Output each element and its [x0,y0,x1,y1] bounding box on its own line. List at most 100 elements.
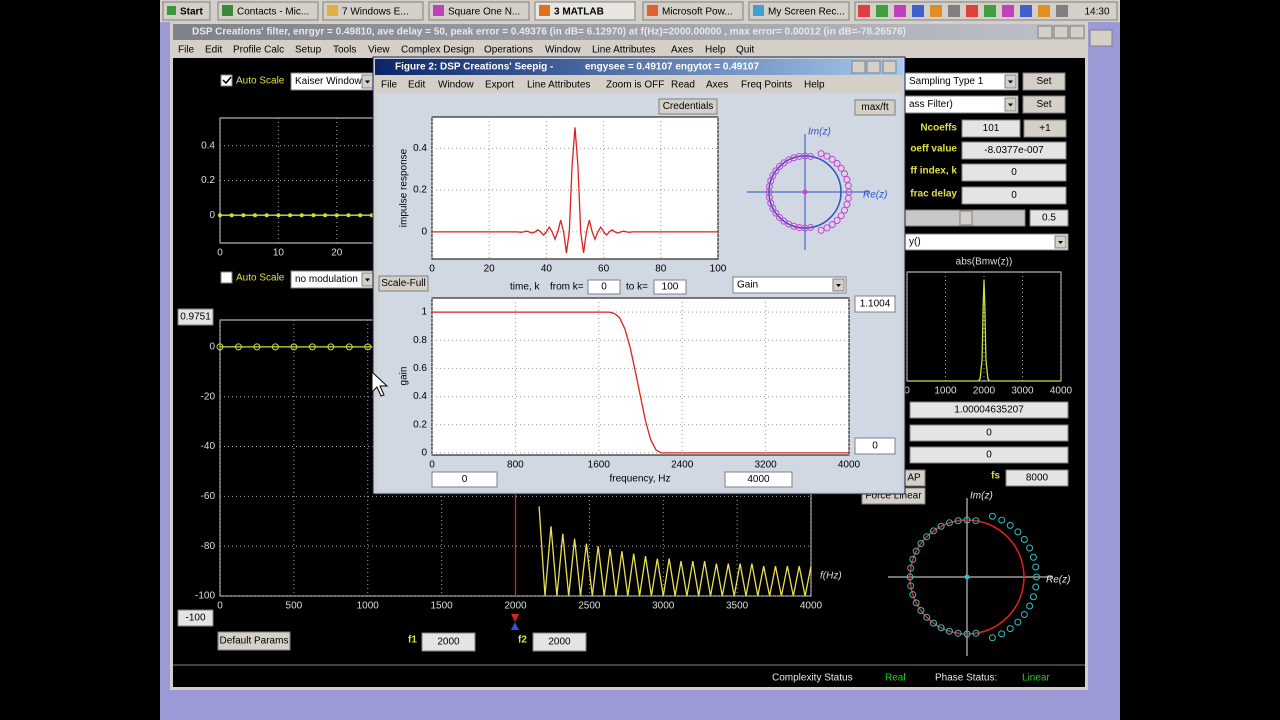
text-field[interactable] [177,308,214,326]
menu-item[interactable]: Line Attributes [592,45,655,56]
text-field[interactable] [961,186,1067,205]
text-field[interactable] [909,424,1069,442]
data-point [323,213,328,218]
menu-item[interactable]: Freq Points [741,80,792,91]
button[interactable] [1022,95,1066,114]
zero-marker [833,159,841,167]
checkbox[interactable] [220,74,233,87]
zero-marker [923,613,931,621]
text-field[interactable] [961,163,1067,182]
menu-item[interactable]: Profile Calc [233,45,284,56]
dropdown[interactable] [732,276,847,294]
x-tick-label: 1000 [934,386,957,397]
close-button[interactable] [1069,25,1085,39]
text-field[interactable] [1005,469,1069,487]
minimize-button[interactable] [1037,25,1053,39]
menu-item[interactable]: Tools [333,45,356,56]
zero-marker [998,630,1006,638]
text-field[interactable] [587,279,621,295]
checkbox[interactable] [220,271,233,284]
close-button[interactable] [882,60,897,74]
menu-item[interactable]: Help [804,80,825,91]
text-field[interactable] [724,471,793,488]
field-value: 2000 [437,637,460,648]
maximize-button[interactable] [1053,25,1069,39]
menu-item[interactable]: File [381,80,398,91]
maximize-button[interactable] [866,60,881,74]
x-tick-label: 2400 [671,460,694,471]
text-field[interactable] [909,446,1069,464]
menu-item[interactable]: Zoom is OFF [606,80,664,91]
text-field[interactable] [854,437,896,455]
button[interactable] [1023,119,1067,138]
other-window-close[interactable] [1089,29,1113,47]
text-field[interactable] [1029,209,1069,227]
menu-item[interactable]: Quit [736,45,755,56]
text-field[interactable] [177,609,214,627]
menu-item[interactable]: Window [545,45,581,56]
text-field[interactable] [961,119,1021,138]
pole-marker [964,574,970,580]
dropdown[interactable] [904,233,1069,251]
taskbar-button[interactable] [748,1,850,21]
menu-item[interactable]: Line Attributes [527,80,590,91]
menu-item[interactable]: Read [671,80,695,91]
text-field[interactable] [961,141,1067,160]
tray-icon [1038,5,1050,17]
taskbar-button[interactable] [217,1,319,21]
menu-item[interactable]: Edit [408,80,425,91]
taskbar-button[interactable] [428,1,530,21]
menu-bar [375,76,903,93]
y-tick-label: 0.4 [201,140,215,151]
button[interactable] [217,631,291,651]
zero-marker [929,527,937,535]
taskbar-button[interactable] [534,1,636,21]
text-field[interactable] [431,471,498,488]
menu-item[interactable]: Window [438,80,474,91]
slider-thumb[interactable] [959,210,973,226]
data-point [253,213,258,218]
minimize-button[interactable] [851,60,866,74]
zero-marker [906,573,914,581]
zero-marker [1029,593,1037,601]
taskbar-button[interactable] [642,1,744,21]
app-icon [539,5,550,16]
menu-item[interactable]: Complex Design [401,45,474,56]
text-field[interactable] [854,295,896,313]
menu-item[interactable]: Edit [205,45,222,56]
label: frac delay [910,189,957,200]
text-field[interactable] [653,279,687,295]
text-field[interactable] [421,632,476,652]
taskbar-button[interactable] [322,1,424,21]
zero-marker [772,167,780,175]
menu-item[interactable]: Help [705,45,726,56]
button[interactable] [378,275,429,292]
menu-item[interactable]: File [178,45,195,56]
zero-marker [1006,521,1014,529]
menu-item[interactable]: View [368,45,390,56]
zero-marker [776,213,784,221]
menu-item[interactable]: Axes [671,45,693,56]
menu-item[interactable]: Export [485,80,514,91]
y-tick-label: 0.2 [413,185,427,196]
data-point [253,343,261,351]
zero-marker [776,163,784,171]
field-value: 1.00004635207 [954,405,1024,416]
dropdown-value: y() [909,237,921,248]
arrow-glyph [365,278,370,282]
app-icon [222,5,233,16]
menu-item[interactable]: Operations [484,45,533,56]
button[interactable] [658,98,718,115]
data-point [311,213,316,218]
menu-item[interactable]: Setup [295,45,322,56]
data-point [241,213,246,218]
text-field[interactable] [909,401,1069,419]
text-field[interactable] [532,632,587,652]
field-value: -8.0377e-007 [984,145,1044,156]
button[interactable] [854,99,896,116]
zero-marker [917,607,925,615]
menu-item[interactable]: Axes [706,80,728,91]
field-value: 0.5 [1042,213,1056,224]
button[interactable] [1022,72,1066,91]
